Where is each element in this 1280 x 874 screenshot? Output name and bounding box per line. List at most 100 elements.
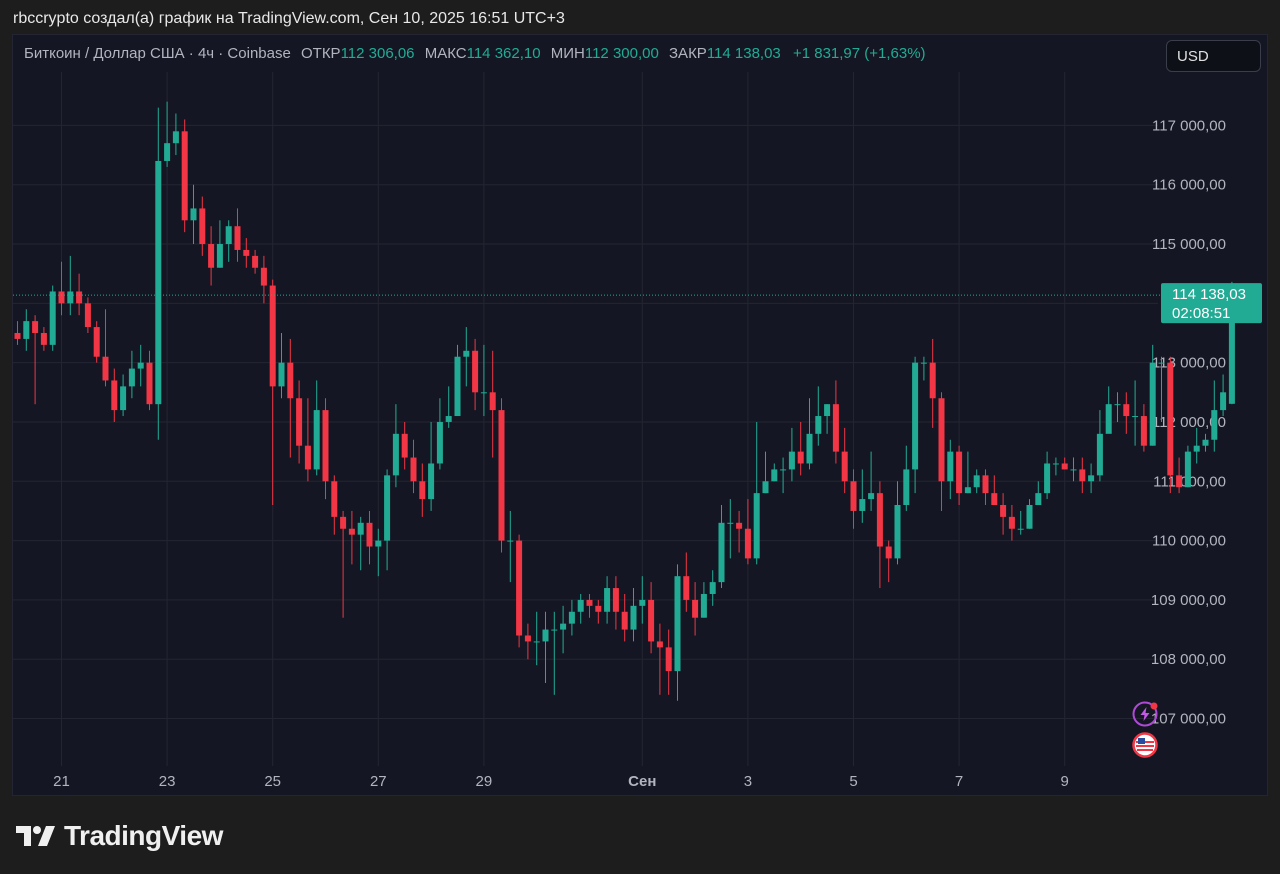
candle-body[interactable] — [683, 576, 690, 600]
candle-body[interactable] — [1035, 493, 1042, 506]
currency-selector[interactable]: USD — [1166, 40, 1261, 72]
candle-body[interactable] — [472, 350, 479, 393]
candle-body[interactable] — [815, 416, 822, 434]
candle-body[interactable] — [736, 522, 743, 529]
candle-body[interactable] — [1123, 404, 1130, 417]
candle-body[interactable] — [1017, 528, 1024, 530]
candle-body[interactable] — [234, 226, 241, 250]
candle-body[interactable] — [894, 505, 901, 559]
candle-body[interactable] — [586, 599, 593, 606]
candle-body[interactable] — [1000, 505, 1007, 517]
candle-body[interactable] — [542, 629, 549, 642]
candle-body[interactable] — [788, 451, 795, 470]
candle-body[interactable] — [920, 362, 927, 364]
candle-body[interactable] — [938, 398, 945, 482]
candle-body[interactable] — [225, 226, 232, 245]
candle-body[interactable] — [252, 255, 259, 268]
candle-body[interactable] — [67, 291, 74, 304]
candle-body[interactable] — [700, 593, 707, 618]
candle-body[interactable] — [322, 410, 329, 482]
candle-body[interactable] — [419, 481, 426, 500]
candle-body[interactable] — [1202, 439, 1209, 446]
candle-body[interactable] — [806, 433, 813, 464]
candle-body[interactable] — [102, 356, 109, 381]
candle-body[interactable] — [982, 475, 989, 494]
candle-body[interactable] — [1114, 404, 1121, 406]
candle-body[interactable] — [1070, 469, 1077, 471]
candle-body[interactable] — [630, 605, 637, 630]
candle-body[interactable] — [824, 404, 831, 417]
candle-body[interactable] — [912, 362, 919, 470]
candle-body[interactable] — [780, 469, 787, 471]
candle-body[interactable] — [384, 475, 391, 541]
candle-body[interactable] — [929, 362, 936, 399]
candle-body[interactable] — [841, 451, 848, 482]
candle-body[interactable] — [868, 493, 875, 500]
candle-body[interactable] — [648, 599, 655, 642]
candle-body[interactable] — [665, 647, 672, 672]
candle-body[interactable] — [428, 463, 435, 500]
candle-body[interactable] — [568, 611, 575, 624]
candle-body[interactable] — [1158, 362, 1165, 364]
candle-body[interactable] — [164, 143, 171, 161]
candle-body[interactable] — [1052, 463, 1059, 465]
candle-body[interactable] — [172, 131, 179, 144]
candle-body[interactable] — [612, 588, 619, 612]
candle-body[interactable] — [639, 599, 646, 606]
candle-body[interactable] — [524, 635, 531, 642]
candle-body[interactable] — [1132, 416, 1139, 418]
candle-body[interactable] — [718, 522, 725, 583]
symbol-name[interactable]: Биткоин / Доллар США · 4ч · Coinbase — [24, 45, 291, 62]
candle-body[interactable] — [533, 641, 540, 643]
candle-body[interactable] — [1061, 463, 1068, 470]
candle-body[interactable] — [366, 522, 373, 547]
candle-body[interactable] — [832, 404, 839, 452]
candle-body[interactable] — [489, 392, 496, 411]
candle-body[interactable] — [1044, 463, 1051, 494]
candle-body[interactable] — [1193, 445, 1200, 452]
candle-body[interactable] — [454, 356, 461, 417]
candle-body[interactable] — [216, 244, 223, 268]
candle-body[interactable] — [1176, 475, 1183, 488]
candle-body[interactable] — [498, 410, 505, 541]
candle-body[interactable] — [621, 611, 628, 630]
candle-body[interactable] — [445, 416, 452, 422]
candle-body[interactable] — [956, 451, 963, 494]
candle-body[interactable] — [401, 433, 408, 458]
candle-body[interactable] — [947, 451, 954, 482]
candle-body[interactable] — [674, 576, 681, 672]
candle-body[interactable] — [340, 516, 347, 529]
candle-body[interactable] — [436, 421, 443, 464]
candle-body[interactable] — [111, 380, 118, 411]
candle-body[interactable] — [357, 522, 364, 535]
candle-body[interactable] — [1026, 505, 1033, 529]
candle-body[interactable] — [304, 445, 311, 470]
candle-body[interactable] — [507, 540, 514, 542]
candle-body[interactable] — [1184, 451, 1191, 488]
candle-body[interactable] — [762, 481, 769, 494]
candle-body[interactable] — [560, 623, 567, 630]
candle-body[interactable] — [1008, 516, 1015, 529]
candle-body[interactable] — [243, 249, 250, 256]
candle-body[interactable] — [1088, 475, 1095, 482]
candle-body[interactable] — [1220, 392, 1227, 411]
candle-body[interactable] — [269, 285, 276, 387]
candle-body[interactable] — [190, 208, 197, 221]
candle-body[interactable] — [744, 528, 751, 559]
candle-body[interactable] — [604, 588, 611, 612]
candle-body[interactable] — [296, 398, 303, 446]
candle-body[interactable] — [859, 499, 866, 511]
candle-body[interactable] — [278, 362, 285, 387]
candle-body[interactable] — [709, 582, 716, 594]
candle-body[interactable] — [797, 451, 804, 464]
candle-body[interactable] — [93, 327, 100, 357]
candle-body[interactable] — [1211, 410, 1218, 440]
candle-body[interactable] — [876, 493, 883, 547]
candle-body[interactable] — [375, 540, 382, 547]
candle-body[interactable] — [137, 362, 144, 369]
candle-body[interactable] — [120, 386, 127, 411]
candle-body[interactable] — [480, 392, 487, 394]
candle-body[interactable] — [410, 457, 417, 482]
candle-body[interactable] — [49, 291, 56, 345]
